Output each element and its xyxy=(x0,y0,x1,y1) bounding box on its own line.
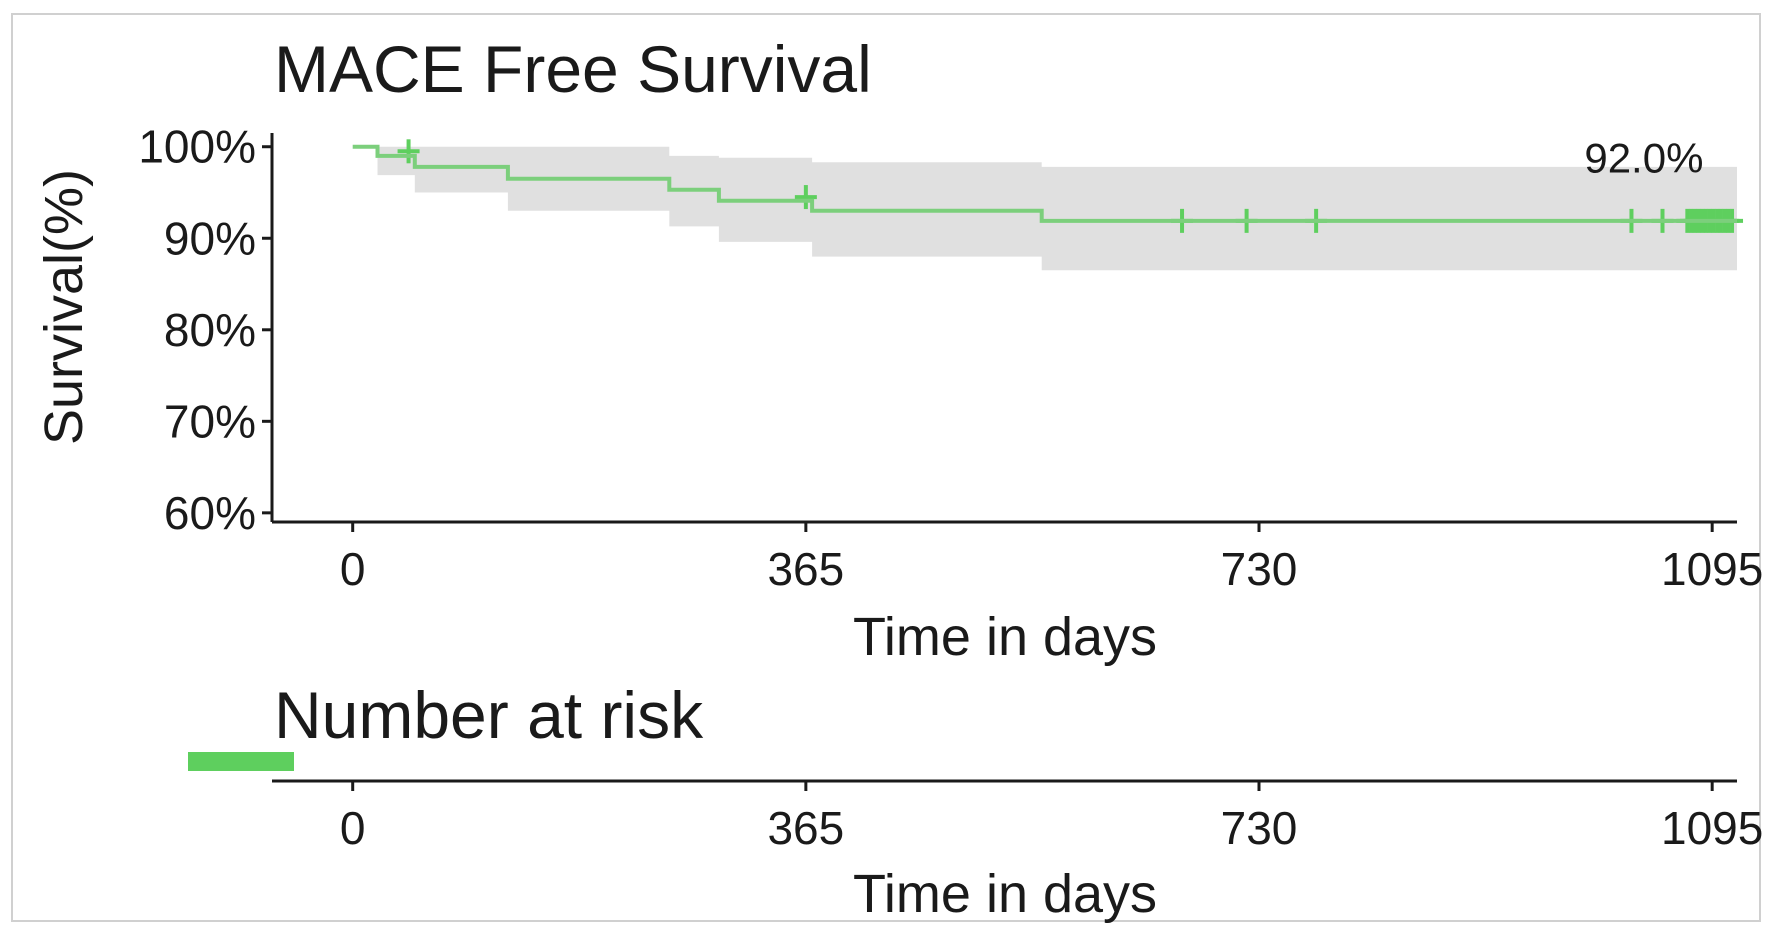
x-tick-label: 1095 xyxy=(1661,543,1763,595)
risk-series-key xyxy=(188,752,294,771)
x-tick-label: 0 xyxy=(340,802,366,854)
chart-title: MACE Free Survival xyxy=(274,32,872,106)
y-tick-label: 90% xyxy=(164,212,256,264)
x-axis-ticks: 0 365 730 1095 xyxy=(340,522,1763,595)
y-tick-label: 70% xyxy=(164,395,256,447)
x-axis-label: Time in days xyxy=(853,607,1157,667)
x-tick-label: 730 xyxy=(1221,543,1298,595)
y-tick-label: 100% xyxy=(138,121,256,173)
x-tick-label: 365 xyxy=(767,543,844,595)
risk-table: Number at risk 0 365 730 1095 Time in days xyxy=(188,678,1763,924)
censor-mark xyxy=(794,185,817,210)
x-tick-label: 365 xyxy=(767,802,844,854)
y-axis-ticks: 60% 70% 80% 90% 100% xyxy=(138,121,272,539)
risk-x-axis-ticks: 0 365 730 1095 xyxy=(340,781,1763,854)
confidence-band xyxy=(352,146,1738,271)
final-survival-label: 92.0% xyxy=(1584,134,1703,181)
risk-table-title: Number at risk xyxy=(274,678,704,752)
figure-frame xyxy=(11,13,1761,922)
survival-plot: 60% 70% 80% 90% 100% 0 365 730 1095 Survival(%)… xyxy=(34,121,1763,667)
risk-x-axis-label: Time in days xyxy=(853,864,1157,924)
x-tick-label: 0 xyxy=(340,543,366,595)
y-tick-label: 80% xyxy=(164,304,256,356)
y-tick-label: 60% xyxy=(164,487,256,539)
x-tick-label: 1095 xyxy=(1661,802,1763,854)
survival-curve xyxy=(352,144,1737,223)
x-tick-label: 730 xyxy=(1221,802,1298,854)
censor-mark xyxy=(397,139,420,164)
y-axis-label: Survival(%) xyxy=(34,169,94,445)
